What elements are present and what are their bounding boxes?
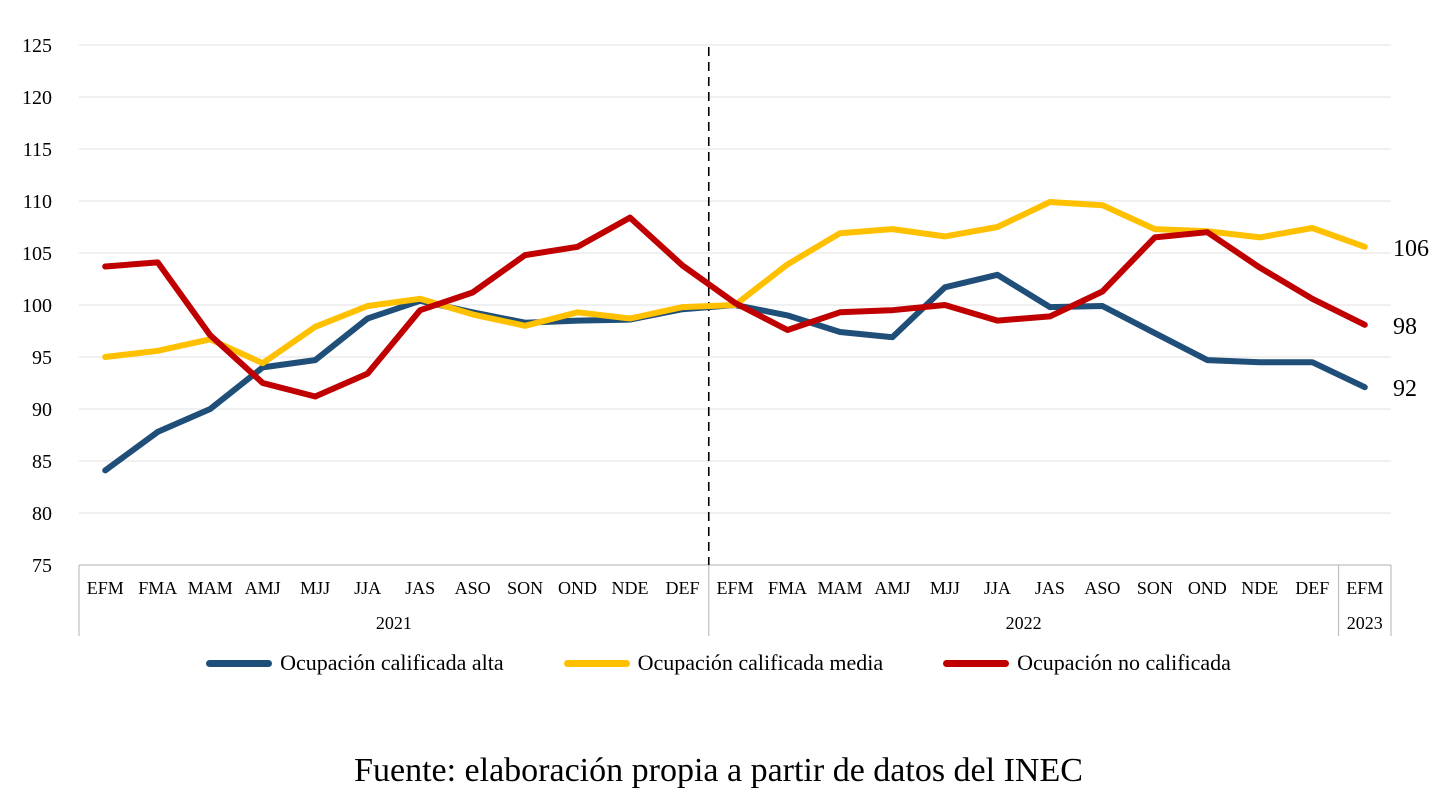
x-tick-label: FMA xyxy=(768,578,807,598)
series-line-1 xyxy=(102,199,1368,367)
series-line-2 xyxy=(102,214,1368,400)
y-tick-label: 120 xyxy=(22,87,52,109)
x-tick-label: SON xyxy=(507,578,543,598)
year-label: 2023 xyxy=(1347,613,1383,633)
x-tick-label: MAM xyxy=(188,578,233,598)
legend-item-no-calificada: Ocupación no calificada xyxy=(943,650,1231,676)
x-axis: 2021 2022 2023 EFM FMA MAM AMJ MJJ JJA JAS ASO SON O… xyxy=(78,564,1392,636)
x-tick-label: DEF xyxy=(1295,578,1329,598)
legend-label-media: Ocupación calificada media xyxy=(637,650,884,675)
x-tick-label: NDE xyxy=(1241,578,1278,598)
x-tick-label: SON xyxy=(1137,578,1173,598)
legend-swatch-media xyxy=(563,659,630,667)
y-tick-label: 105 xyxy=(22,243,52,265)
legend-label-alta: Ocupación calificada alta xyxy=(280,650,504,675)
year-label: 2021 xyxy=(376,613,412,633)
x-tick-label: JJA xyxy=(984,578,1011,598)
x-tick-label: ASO xyxy=(455,578,491,598)
x-tick-label: NDE xyxy=(612,578,649,598)
y-tick-label: 95 xyxy=(32,347,52,369)
x-tick-label: MAM xyxy=(817,578,862,598)
series-lines xyxy=(102,199,1368,474)
source-note: Fuente: elaboración propia a partir de d… xyxy=(354,752,1083,789)
end-label: 98 xyxy=(1393,314,1417,340)
y-tick-label: 90 xyxy=(32,399,52,421)
x-tick-label: DEF xyxy=(666,578,700,598)
y-tick-label: 110 xyxy=(23,191,52,213)
x-tick-label: MJJ xyxy=(930,578,960,598)
x-tick-label: MJJ xyxy=(300,578,330,598)
x-tick-label: ASO xyxy=(1084,578,1120,598)
end-label: 106 xyxy=(1393,236,1429,262)
y-tick-label: 125 xyxy=(22,35,52,57)
y-tick-label: 85 xyxy=(32,451,52,473)
legend-label-no-calificada: Ocupación no calificada xyxy=(1017,650,1231,675)
x-tick-label: EFM xyxy=(716,578,753,598)
x-tick-label: OND xyxy=(1188,578,1227,598)
legend-swatch-no-calificada xyxy=(943,659,1010,667)
x-tick-label: AMJ xyxy=(245,578,281,598)
x-tick-label: EFM xyxy=(87,578,124,598)
y-tick-label: 100 xyxy=(22,295,52,317)
year-label: 2022 xyxy=(1006,613,1042,633)
x-tick-label: EFM xyxy=(1346,578,1383,598)
end-label: 92 xyxy=(1393,376,1417,402)
legend: Ocupación calificada alta Ocupación cali… xyxy=(0,650,1437,676)
y-axis: 75 80 85 90 95 100 105 110 115 120 125 xyxy=(22,35,52,577)
x-tick-label: JJA xyxy=(354,578,381,598)
x-tick-label: JAS xyxy=(1035,578,1065,598)
legend-swatch-alta xyxy=(206,659,273,667)
legend-item-media: Ocupación calificada media xyxy=(563,650,884,676)
x-tick-label: JAS xyxy=(405,578,435,598)
legend-item-alta: Ocupación calificada alta xyxy=(206,650,504,676)
gridlines xyxy=(79,44,1391,514)
x-tick-label: OND xyxy=(558,578,597,598)
y-tick-label: 75 xyxy=(32,555,52,577)
x-tick-label: AMJ xyxy=(874,578,910,598)
x-tick-label: FMA xyxy=(138,578,177,598)
y-tick-label: 115 xyxy=(23,139,52,161)
end-labels: 92 106 98 xyxy=(1393,236,1429,402)
y-tick-label: 80 xyxy=(32,503,52,525)
